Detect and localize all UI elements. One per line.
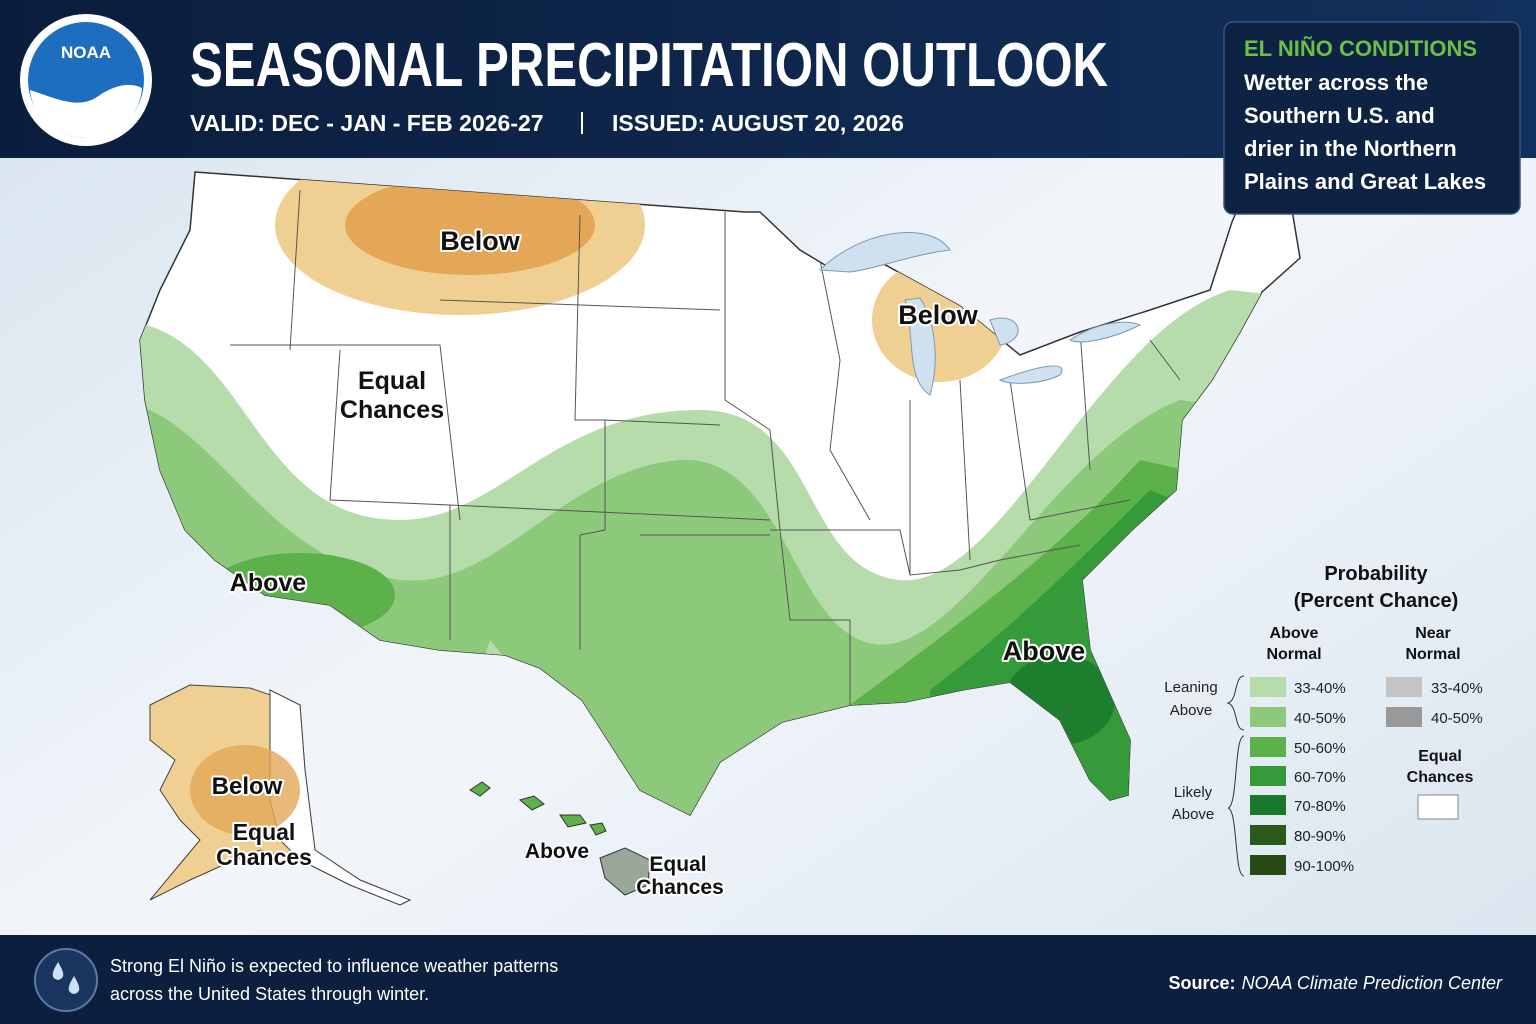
legend-label: 33-40% (1294, 680, 1346, 697)
alaska (149, 684, 412, 906)
callout: EL NIÑO CONDITIONS Wetter across the Sou… (1223, 21, 1521, 215)
legend-title: Probability (1324, 563, 1428, 585)
equal-label: Chances (1407, 769, 1474, 786)
column-header: Normal (1266, 646, 1321, 663)
column-header: Normal (1405, 646, 1460, 663)
group-label: Likely (1174, 784, 1213, 801)
footer-note: across the United States through winter. (110, 984, 429, 1004)
legend-label: 90-100% (1294, 858, 1354, 875)
legend: Probability (Percent Chance) Above Norma… (1164, 563, 1483, 877)
region-label: Below (440, 226, 521, 256)
callout-title: EL NIÑO CONDITIONS (1244, 36, 1477, 61)
column-header: Above (1270, 625, 1319, 642)
group-label: Above (1170, 702, 1213, 719)
callout-text: Wetter across the (1244, 70, 1428, 95)
legend-swatch (1250, 825, 1286, 845)
region-label: Above (1003, 636, 1086, 666)
legend-title: (Percent Chance) (1294, 590, 1459, 612)
legend-label: 70-80% (1294, 798, 1346, 815)
hawaii (469, 781, 651, 896)
map-labels: Below Below Equal Chances Above Above Be… (210, 224, 1088, 901)
region-label: Equal (233, 819, 296, 845)
legend-swatch (1386, 707, 1422, 727)
region-label: Chances (216, 844, 312, 870)
legend-swatch (1250, 855, 1286, 875)
region-label: Above (525, 840, 589, 863)
region-label: Above (230, 569, 307, 597)
region-label: Chances (340, 396, 444, 424)
legend-label: 33-40% (1431, 680, 1483, 697)
footer-note: Strong El Niño is expected to influence … (110, 956, 558, 976)
brace (1226, 675, 1245, 731)
footer-bar (0, 935, 1536, 1024)
region-label: Chances (636, 876, 724, 899)
zone-below-inner (345, 175, 595, 275)
equal-label: Equal (1418, 748, 1462, 765)
legend-label: 40-50% (1431, 710, 1483, 727)
region-label: Below (898, 300, 979, 330)
great-lakes (818, 232, 1142, 396)
column-header: Near (1415, 625, 1451, 642)
footer-icon (34, 948, 98, 1012)
legend-swatch (1417, 794, 1459, 820)
callout-text: Southern U.S. and (1244, 103, 1435, 128)
valid-dates: VALID: DEC - JAN - FEB 2026-27 (190, 110, 544, 136)
brace (1227, 735, 1245, 877)
region-label: Equal (649, 853, 706, 876)
state-lines (230, 189, 1181, 705)
callout-text: drier in the Northern (1244, 136, 1457, 161)
legend-swatch (1386, 677, 1422, 697)
group-label: Above (1172, 806, 1215, 823)
source-label: Source: (1169, 973, 1236, 993)
source: Source: NOAA Climate Prediction Center (1169, 973, 1503, 993)
legend-label: 80-90% (1294, 828, 1346, 845)
legend-swatch (1250, 795, 1286, 815)
callout-text: Plains and Great Lakes (1244, 169, 1486, 194)
legend-label: 50-60% (1294, 740, 1346, 757)
legend-swatch (1250, 707, 1286, 727)
region-label: Equal (358, 367, 426, 395)
legend-swatch (1250, 766, 1286, 786)
logo-text: NOAA (61, 43, 111, 62)
title: SEASONAL PRECIPITATION OUTLOOK (190, 31, 1108, 100)
legend-swatch (1250, 737, 1286, 757)
issued-date: ISSUED: AUGUST 20, 2026 (612, 110, 904, 136)
region-label: Below (212, 773, 283, 800)
legend-label: 60-70% (1294, 769, 1346, 786)
legend-label: 40-50% (1294, 710, 1346, 727)
legend-swatch (1250, 677, 1286, 697)
noaa-logo: NOAA (20, 14, 152, 146)
source-name: NOAA Climate Prediction Center (1242, 973, 1503, 993)
group-label: Leaning (1164, 679, 1217, 696)
